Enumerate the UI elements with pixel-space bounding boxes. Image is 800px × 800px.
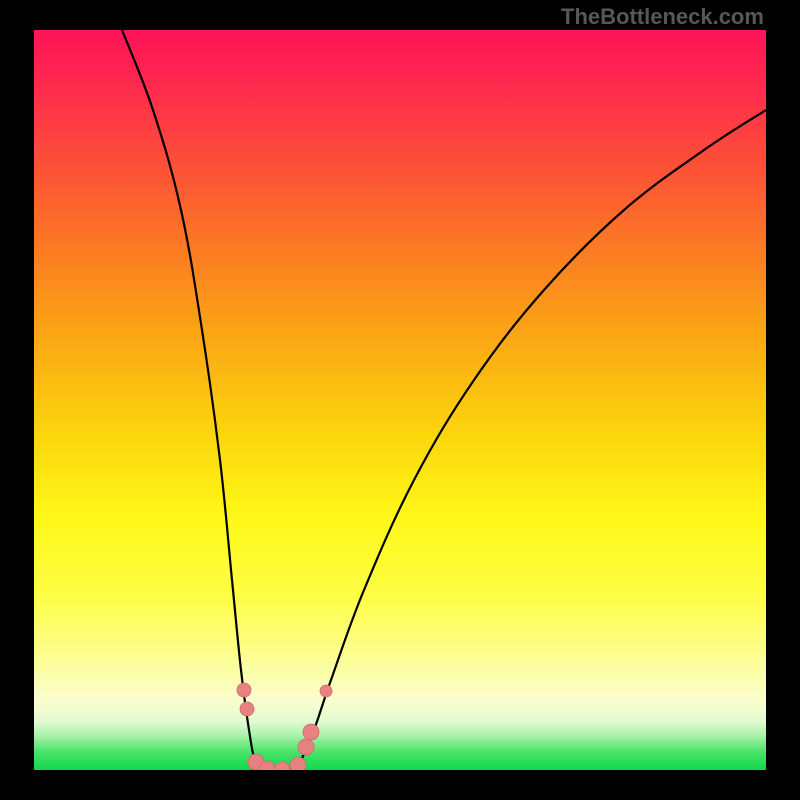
data-marker <box>298 739 314 755</box>
watermark-text: TheBottleneck.com <box>561 4 764 30</box>
data-marker <box>240 702 254 716</box>
chart-svg <box>34 30 766 770</box>
data-marker <box>237 683 251 697</box>
gradient-background <box>34 30 766 770</box>
data-marker <box>290 757 306 770</box>
chart-plot-area <box>34 30 766 770</box>
data-marker <box>320 685 332 697</box>
data-marker <box>303 724 319 740</box>
